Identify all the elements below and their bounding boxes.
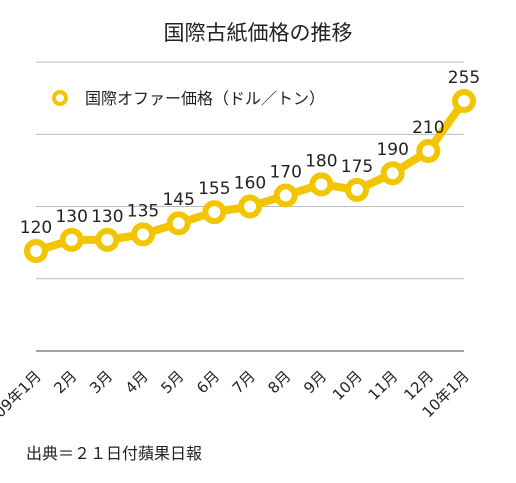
legend: 国際オファー価格（ドル／トン） <box>52 89 325 108</box>
data-point <box>59 227 84 252</box>
data-label: 130 <box>55 207 87 227</box>
x-tick-label: 2月 <box>50 367 80 397</box>
data-point <box>452 89 476 113</box>
data-label: 210 <box>412 118 444 138</box>
data-point <box>95 227 120 252</box>
chart-title: 国際古紙価格の推移 <box>164 21 353 45</box>
data-label: 145 <box>162 190 194 210</box>
data-point <box>309 172 334 197</box>
data-point <box>345 177 369 202</box>
x-tick-label: 3月 <box>86 367 116 397</box>
data-label: 190 <box>376 140 408 160</box>
data-point <box>238 194 262 219</box>
data-label: 130 <box>91 207 123 227</box>
data-label: 170 <box>269 162 301 182</box>
x-tick-label: 4月 <box>122 367 152 397</box>
data-point <box>380 161 405 186</box>
data-label: 175 <box>341 157 373 177</box>
x-tick-label: 10月 <box>329 367 366 404</box>
x-tick-label: 9月 <box>300 367 330 397</box>
legend-marker <box>52 90 68 106</box>
data-label: 180 <box>305 151 337 171</box>
data-label: 160 <box>234 174 266 194</box>
data-point <box>131 222 155 247</box>
x-tick-label: 7月 <box>229 367 259 397</box>
data-label: 155 <box>198 179 230 199</box>
data-points <box>24 89 476 263</box>
data-label: 120 <box>20 218 52 238</box>
data-point <box>166 211 191 236</box>
data-point <box>416 139 441 163</box>
x-tick-label: 11月 <box>365 367 402 404</box>
x-tick-label: 8月 <box>264 367 294 397</box>
data-point <box>202 200 227 225</box>
legend-label: 国際オファー価格（ドル／トン） <box>85 89 325 108</box>
data-label: 135 <box>127 201 159 221</box>
x-tick-label: 09年1月 <box>0 367 45 421</box>
data-point <box>24 239 48 263</box>
x-tick-label: 6月 <box>193 367 223 397</box>
x-tick-label: 5月 <box>157 367 187 397</box>
data-point <box>273 183 298 208</box>
source-note: 出典＝２１日付蘋果日報 <box>26 444 203 463</box>
data-label: 255 <box>448 68 480 88</box>
